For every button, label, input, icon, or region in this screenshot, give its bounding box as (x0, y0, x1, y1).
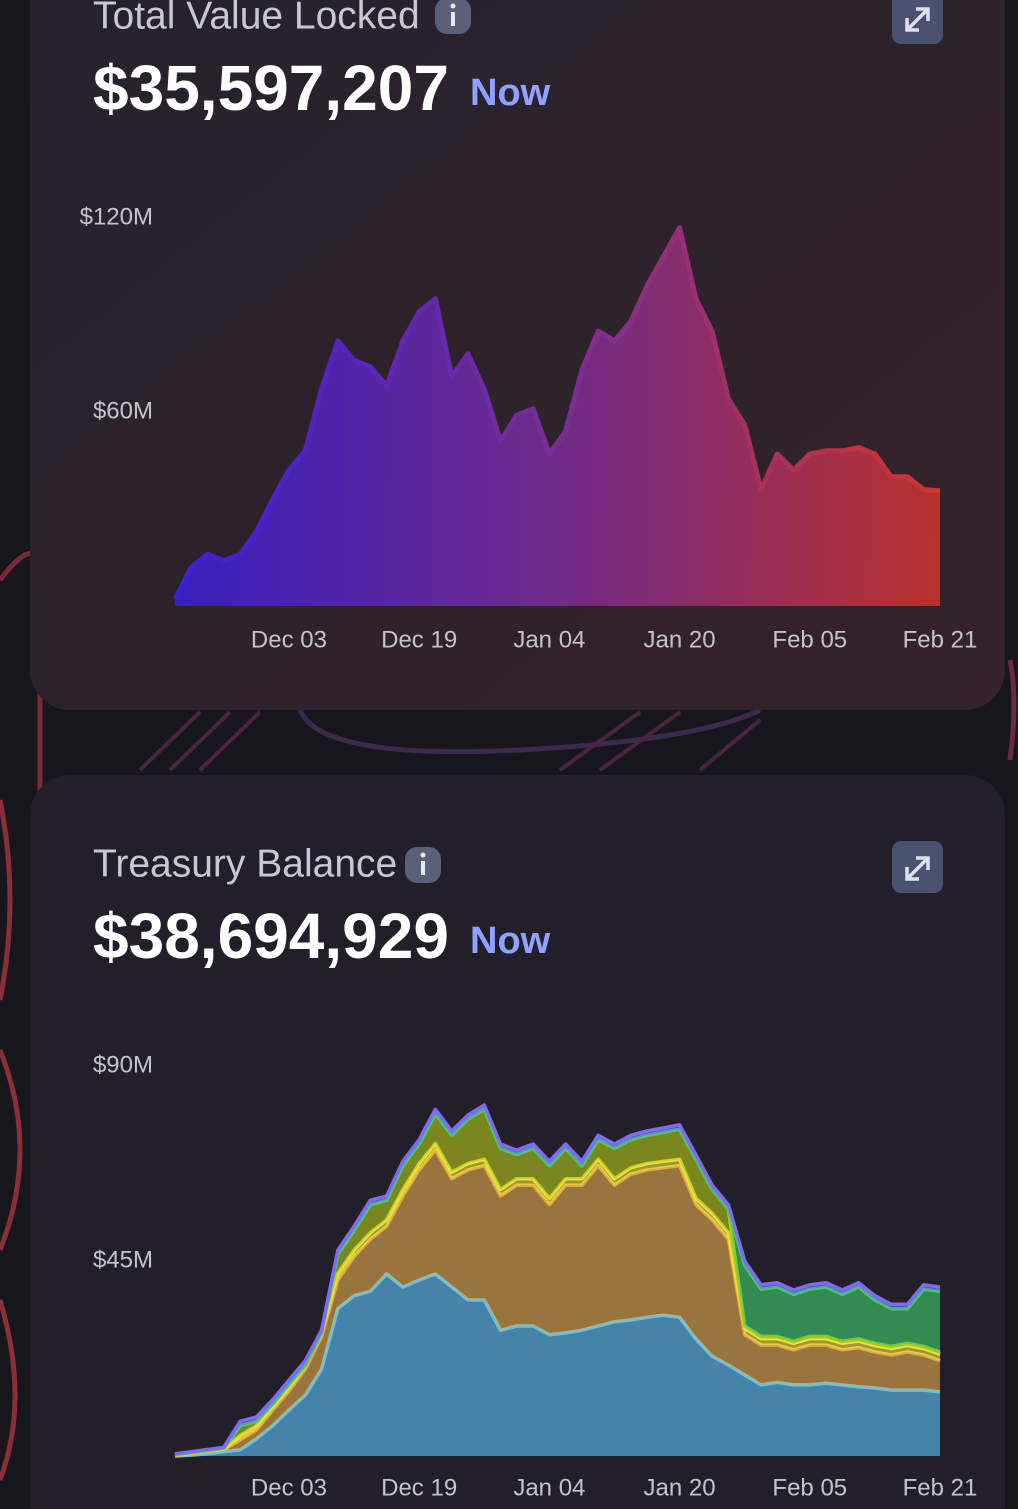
x-tick-label: Dec 19 (381, 1474, 457, 1501)
x-tick-label: Dec 03 (251, 1474, 327, 1501)
stack-line (174, 1103, 941, 1456)
x-tick-label: Feb 05 (772, 626, 847, 653)
x-tick-label: Jan 04 (513, 626, 585, 653)
x-tick-label: Jan 20 (644, 1474, 716, 1501)
stack-fill (175, 1274, 940, 1456)
stack-fill (175, 1109, 940, 1456)
stack-fill (175, 1150, 940, 1456)
y-tick-label: $45M (93, 1246, 153, 1273)
area-fill (175, 227, 940, 606)
y-tick-label: $90M (93, 1051, 153, 1078)
headline-note: Now (470, 920, 551, 962)
x-tick-label: Feb 05 (772, 1474, 847, 1501)
y-tick-label: $120M (80, 203, 153, 230)
info-icon[interactable] (405, 847, 441, 883)
x-tick-label: Feb 21 (903, 626, 978, 653)
y-tick-label: $60M (93, 397, 153, 424)
info-icon[interactable] (435, 0, 471, 34)
x-tick-label: Feb 21 (903, 1474, 978, 1501)
expand-button[interactable] (892, 841, 943, 893)
area-line (172, 225, 941, 601)
headline-note: Now (470, 72, 551, 114)
headline-value: $38,694,929 (93, 900, 449, 972)
x-tick-label: Dec 03 (251, 626, 327, 653)
card-title: Treasury Balance (93, 842, 397, 885)
stack-line (174, 1272, 941, 1458)
x-tick-label: Dec 19 (381, 626, 457, 653)
card-title: Total Value Locked (93, 0, 420, 37)
expand-button[interactable] (892, 0, 943, 44)
headline-value: $35,597,207 (93, 52, 449, 124)
x-tick-label: Jan 20 (644, 626, 716, 653)
x-tick-label: Jan 04 (513, 1474, 585, 1501)
